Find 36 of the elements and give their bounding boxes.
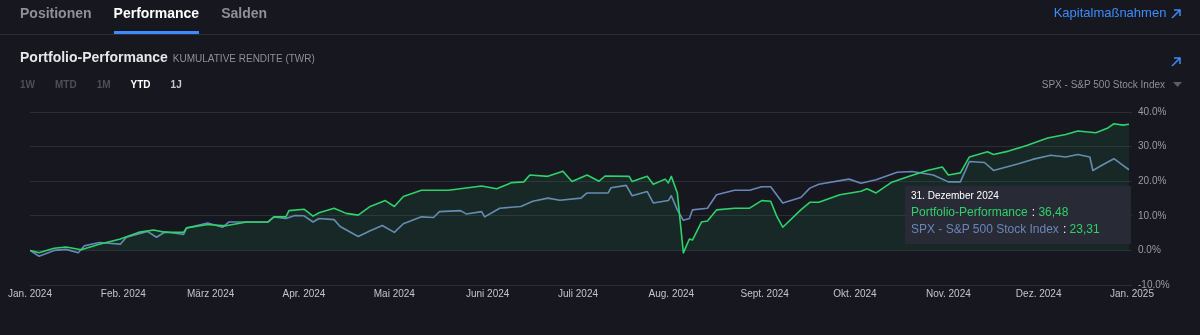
y-tick-label: 10.0%: [1138, 209, 1167, 221]
text: MTD: [55, 79, 77, 90]
x-tick-label: März 2024: [187, 287, 235, 299]
text: Positionen: [20, 4, 92, 23]
x-tick-label: Mai 2024: [373, 287, 416, 299]
y-tick-label: 30.0%: [1138, 140, 1167, 152]
text: SPX - S&P 500 Stock Index: [911, 222, 1059, 236]
x-tick-label: Aug. 2024: [648, 287, 695, 299]
text: 1J: [170, 79, 182, 90]
chart-subtitle: KUMULATIVE RENDITE (TWR): [172, 53, 315, 64]
annotation: : 36,48: [1031, 204, 1069, 221]
x-tick-label: Dez. 2024: [1015, 287, 1062, 299]
x-tick-label: Jan. 2025: [1110, 287, 1155, 299]
text: Salden: [221, 4, 268, 23]
x-tick-label: Apr. 2024: [282, 287, 326, 299]
x-tick-label: Jan. 2024: [8, 287, 53, 299]
y-tick-label: -10.0%: [1138, 278, 1170, 290]
x-tick-label: Juni 2024: [465, 287, 510, 299]
text: Performance: [113, 0, 200, 34]
text: SPX - S&P 500 Stock Index: [1041, 79, 1165, 90]
x-tick-label: Nov. 2024: [925, 287, 972, 299]
annotation: : 23,31: [1062, 221, 1100, 238]
chart-title: Portfolio-Performance: [20, 49, 168, 65]
y-tick-label: 40.0%: [1138, 105, 1167, 117]
y-tick-label: 20.0%: [1138, 174, 1167, 186]
y-tick-label: 0.0%: [1138, 244, 1161, 256]
text: 1M: [96, 79, 111, 90]
text: 1W: [20, 79, 35, 90]
x-tick-label: Okt. 2024: [833, 287, 878, 299]
series-label: Portfolio-Performance: [911, 204, 1028, 221]
x-tick-label: Feb. 2024: [100, 287, 147, 299]
annotation: 31. Dezember 2024: [911, 190, 1000, 201]
x-tick-label: Juli 2024: [557, 287, 599, 299]
text: Kapitalmaßnahmen: [1053, 5, 1168, 20]
text: YTD: [130, 79, 151, 90]
x-tick-label: Sept. 2024: [740, 287, 790, 299]
